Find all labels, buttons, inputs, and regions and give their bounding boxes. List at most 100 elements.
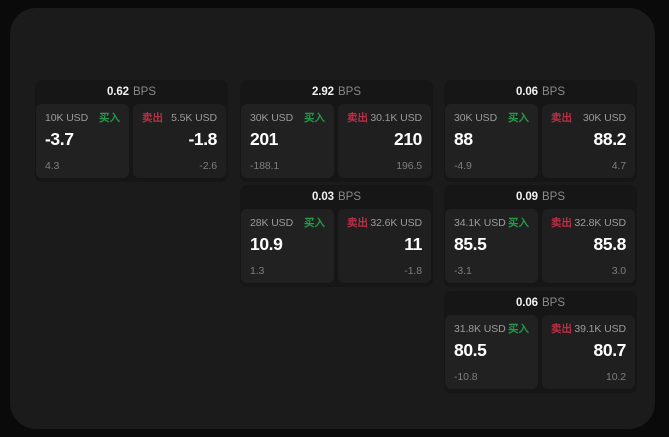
buy-label: 买入 <box>304 217 325 229</box>
buy-label: 买入 <box>508 112 529 124</box>
buy-side[interactable]: 28K USD 买入 10.9 1.3 <box>241 209 334 283</box>
quote-sides: 34.1K USD 买入 85.5 -3.1 卖出 32.8K USD 85.8 3.0 <box>444 209 637 287</box>
quote-card[interactable]: 0.62 BPS 10K USD 买入 -3.7 4.3 卖出 5.5K USD -1.8 -2.… <box>35 80 228 182</box>
buy-side[interactable]: 34.1K USD 买入 85.5 -3.1 <box>445 209 538 283</box>
quote-card[interactable]: 0.06 BPS 30K USD 买入 88 -4.9 卖出 30K USD 88.2 4.7 <box>444 80 637 182</box>
buy-quantity: 31.8K USD <box>454 322 506 335</box>
quote-sides: 30K USD 买入 201 -188.1 卖出 30.1K USD 210 196.5 <box>240 104 433 182</box>
sell-side-header: 卖出 32.6K USD <box>347 216 422 230</box>
sell-label: 卖出 <box>551 217 572 229</box>
sell-quantity: 32.8K USD <box>574 216 626 229</box>
buy-side-header: 31.8K USD 买入 <box>454 322 529 336</box>
buy-label: 买入 <box>99 112 120 124</box>
bps-value: 0.06 <box>516 297 538 309</box>
bps-header: 0.03 BPS <box>240 185 433 209</box>
bps-header: 0.06 BPS <box>444 291 637 315</box>
sell-side[interactable]: 卖出 5.5K USD -1.8 -2.6 <box>133 104 226 178</box>
buy-price: 10.9 <box>250 234 283 254</box>
buy-quantity: 10K USD <box>45 111 89 124</box>
sell-quantity: 30K USD <box>582 111 626 124</box>
sell-price: 80.7 <box>593 340 627 360</box>
quote-card[interactable]: 0.06 BPS 31.8K USD 买入 80.5 -10.8 卖出 39.1K USD 80… <box>444 291 637 393</box>
sell-side-header: 卖出 30K USD <box>551 111 626 125</box>
buy-side-header: 34.1K USD 买入 <box>454 216 529 230</box>
sell-side[interactable]: 卖出 30K USD 88.2 4.7 <box>542 104 635 178</box>
buy-quantity: 30K USD <box>250 111 294 124</box>
bps-value: 0.06 <box>516 86 538 98</box>
sell-quantity: 32.6K USD <box>370 216 422 229</box>
bps-header: 2.92 BPS <box>240 80 433 104</box>
sell-delta: 196.5 <box>396 160 422 172</box>
bps-value: 2.92 <box>312 86 334 98</box>
quote-sides: 10K USD 买入 -3.7 4.3 卖出 5.5K USD -1.8 -2.6 <box>35 104 228 182</box>
bps-unit: BPS <box>337 86 361 98</box>
bps-header: 0.09 BPS <box>444 185 637 209</box>
quotes-panel: 0.62 BPS 10K USD 买入 -3.7 4.3 卖出 5.5K USD -1.8 -2.… <box>10 8 655 429</box>
quote-card[interactable]: 0.03 BPS 28K USD 买入 10.9 1.3 卖出 32.6K USD 11 -1.8 <box>240 185 433 287</box>
buy-delta: 4.3 <box>45 160 60 172</box>
sell-side-header: 卖出 39.1K USD <box>551 322 626 336</box>
sell-side-header: 卖出 30.1K USD <box>347 111 422 125</box>
buy-side[interactable]: 10K USD 买入 -3.7 4.3 <box>36 104 129 178</box>
buy-price: 88 <box>454 129 473 149</box>
sell-price: 11 <box>404 234 422 254</box>
bps-unit: BPS <box>337 191 361 203</box>
buy-side[interactable]: 30K USD 买入 201 -188.1 <box>241 104 334 178</box>
buy-price: -3.7 <box>45 129 74 149</box>
buy-delta: 1.3 <box>250 265 265 277</box>
buy-price: 201 <box>250 129 278 149</box>
sell-label: 卖出 <box>551 323 572 335</box>
quote-card[interactable]: 2.92 BPS 30K USD 买入 201 -188.1 卖出 30.1K USD 210 1… <box>240 80 433 182</box>
bps-value: 0.03 <box>312 191 334 203</box>
sell-side[interactable]: 卖出 30.1K USD 210 196.5 <box>338 104 431 178</box>
buy-side[interactable]: 31.8K USD 买入 80.5 -10.8 <box>445 315 538 389</box>
buy-label: 买入 <box>508 217 529 229</box>
sell-delta: -2.6 <box>199 160 217 172</box>
sell-delta: 3.0 <box>611 265 626 277</box>
sell-price: 88.2 <box>593 129 627 149</box>
sell-label: 卖出 <box>142 112 163 124</box>
bps-header: 0.62 BPS <box>35 80 228 104</box>
buy-side-header: 30K USD 买入 <box>454 111 529 125</box>
quote-sides: 28K USD 买入 10.9 1.3 卖出 32.6K USD 11 -1.8 <box>240 209 433 287</box>
buy-side-header: 30K USD 买入 <box>250 111 325 125</box>
buy-quantity: 30K USD <box>454 111 498 124</box>
sell-quantity: 30.1K USD <box>370 111 422 124</box>
bps-unit: BPS <box>541 297 565 309</box>
bps-unit: BPS <box>541 191 565 203</box>
bps-value: 0.09 <box>516 191 538 203</box>
sell-delta: 10.2 <box>605 371 626 383</box>
buy-price: 85.5 <box>454 234 487 254</box>
sell-side[interactable]: 卖出 39.1K USD 80.7 10.2 <box>542 315 635 389</box>
sell-price: 210 <box>394 129 422 149</box>
buy-label: 买入 <box>508 323 529 335</box>
bps-unit: BPS <box>132 86 156 98</box>
sell-label: 卖出 <box>347 112 368 124</box>
sell-side[interactable]: 卖出 32.6K USD 11 -1.8 <box>338 209 431 283</box>
buy-delta: -3.1 <box>454 265 472 277</box>
quote-sides: 31.8K USD 买入 80.5 -10.8 卖出 39.1K USD 80.7 10.2 <box>444 315 637 393</box>
buy-side[interactable]: 30K USD 买入 88 -4.9 <box>445 104 538 178</box>
sell-quantity: 5.5K USD <box>171 111 217 124</box>
bps-header: 0.06 BPS <box>444 80 637 104</box>
buy-delta: -4.9 <box>454 160 472 172</box>
buy-quantity: 34.1K USD <box>454 216 506 229</box>
sell-delta: -1.8 <box>404 265 422 277</box>
bps-unit: BPS <box>541 86 565 98</box>
buy-delta: -188.1 <box>250 160 280 172</box>
sell-side[interactable]: 卖出 32.8K USD 85.8 3.0 <box>542 209 635 283</box>
sell-label: 卖出 <box>551 112 572 124</box>
buy-side-header: 10K USD 买入 <box>45 111 120 125</box>
sell-price: -1.8 <box>188 129 217 149</box>
sell-side-header: 卖出 32.8K USD <box>551 216 626 230</box>
sell-delta: 4.7 <box>611 160 626 172</box>
buy-side-header: 28K USD 买入 <box>250 216 325 230</box>
buy-label: 买入 <box>304 112 325 124</box>
buy-price: 80.5 <box>454 340 487 360</box>
sell-quantity: 39.1K USD <box>574 322 626 335</box>
buy-delta: -10.8 <box>454 371 478 383</box>
quote-card[interactable]: 0.09 BPS 34.1K USD 买入 85.5 -3.1 卖出 32.8K USD 85.… <box>444 185 637 287</box>
bps-value: 0.62 <box>107 86 129 98</box>
sell-side-header: 卖出 5.5K USD <box>142 111 217 125</box>
quote-sides: 30K USD 买入 88 -4.9 卖出 30K USD 88.2 4.7 <box>444 104 637 182</box>
